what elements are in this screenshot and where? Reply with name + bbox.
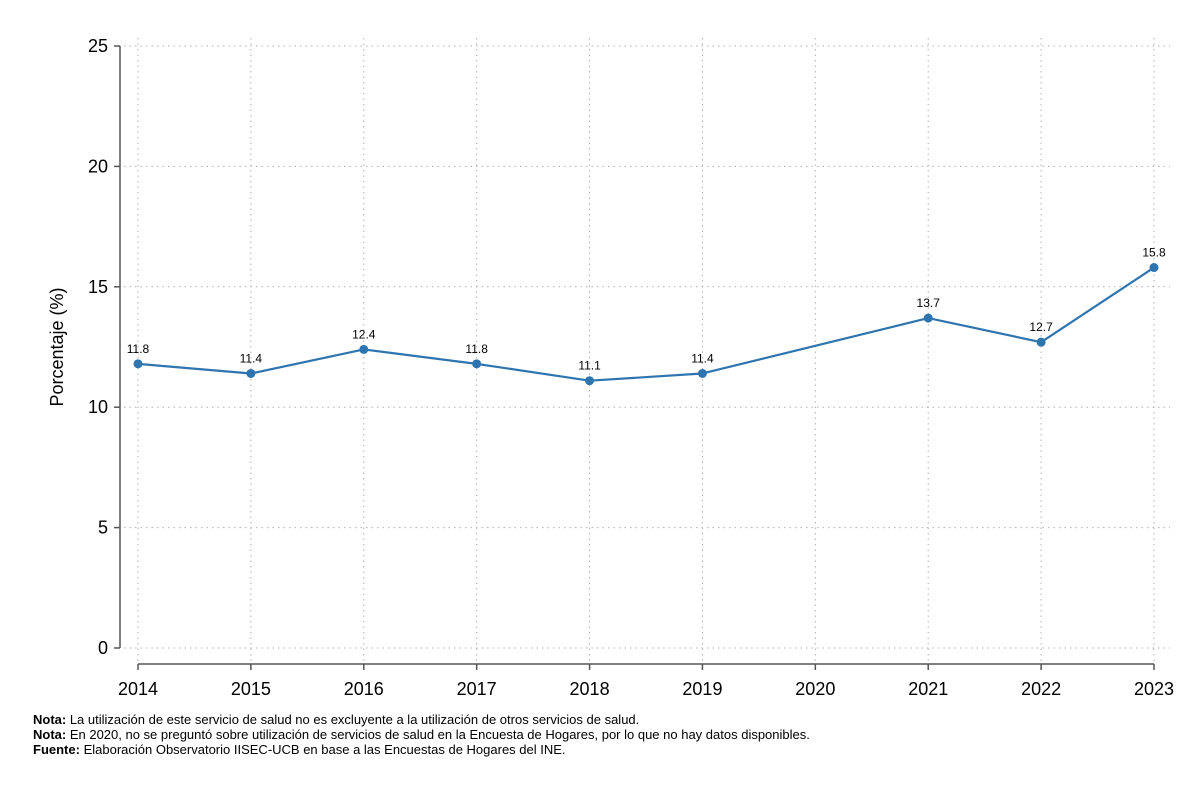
x-tick-label: 2016 <box>344 679 384 699</box>
note-prefix: Nota: <box>33 712 67 727</box>
data-point <box>472 359 482 369</box>
data-point <box>359 344 369 354</box>
data-point <box>1036 337 1046 347</box>
y-tick-label: 20 <box>88 156 108 176</box>
data-label: 11.4 <box>240 351 263 365</box>
series: 11.8 11.4 12.4 11.8 11.1 11.4 13.7 12.7 15.8 <box>127 246 1166 386</box>
line-chart: 0 5 10 15 20 25 2014 2015 2016 2017 2018 2019 2020 20… <box>47 36 1174 699</box>
data-label: 12.7 <box>1029 320 1053 334</box>
x-tick-label: 2021 <box>908 679 948 699</box>
x-tick-label: 2023 <box>1134 679 1174 699</box>
series-line <box>137 266 1155 382</box>
data-label: 15.8 <box>1142 246 1166 260</box>
data-point <box>923 313 933 323</box>
x-tick-label: 2018 <box>570 679 610 699</box>
source-prefix: Fuente: <box>33 742 80 757</box>
note-text: En 2020, no se preguntó sobre utilizació… <box>66 727 810 742</box>
data-point <box>585 376 595 386</box>
x-tick-label: 2020 <box>795 679 835 699</box>
y-tick-label: 10 <box>88 397 108 417</box>
x-tick-label: 2019 <box>682 679 722 699</box>
data-point <box>1149 263 1159 273</box>
source-text: Elaboración Observatorio IISEC-UCB en ba… <box>79 742 566 757</box>
axes: 0 5 10 15 20 25 2014 2015 2016 2017 2018 2019 2020 20… <box>88 36 1174 699</box>
data-label: 11.4 <box>691 351 714 365</box>
data-label: 11.1 <box>578 359 601 373</box>
x-tick-label: 2017 <box>457 679 497 699</box>
y-tick-label: 0 <box>98 638 108 658</box>
data-point <box>697 368 707 378</box>
note-line-2: Nota: En 2020, no se preguntó sobre util… <box>33 727 810 742</box>
note-line-1: Nota: La utilización de este servicio de… <box>33 712 810 727</box>
data-label: 13.7 <box>917 296 941 310</box>
y-tick-label: 15 <box>88 277 108 297</box>
data-point <box>133 359 143 369</box>
y-tick-label: 25 <box>88 36 108 56</box>
data-label: 12.4 <box>352 327 376 341</box>
data-label: 11.8 <box>465 342 488 356</box>
note-prefix: Nota: <box>33 727 67 742</box>
x-tick-label: 2015 <box>231 679 271 699</box>
data-point <box>246 368 256 378</box>
source-line: Fuente: Elaboración Observatorio IISEC-U… <box>33 742 810 757</box>
data-label: 11.8 <box>127 342 150 356</box>
footnotes: Nota: La utilización de este servicio de… <box>33 712 810 757</box>
y-axis-label: Porcentaje (%) <box>47 287 67 406</box>
y-tick-label: 5 <box>98 518 108 538</box>
x-tick-label: 2022 <box>1021 679 1061 699</box>
grid-lines <box>124 38 1170 664</box>
x-tick-label: 2014 <box>118 679 158 699</box>
note-text: La utilización de este servicio de salud… <box>66 712 640 727</box>
